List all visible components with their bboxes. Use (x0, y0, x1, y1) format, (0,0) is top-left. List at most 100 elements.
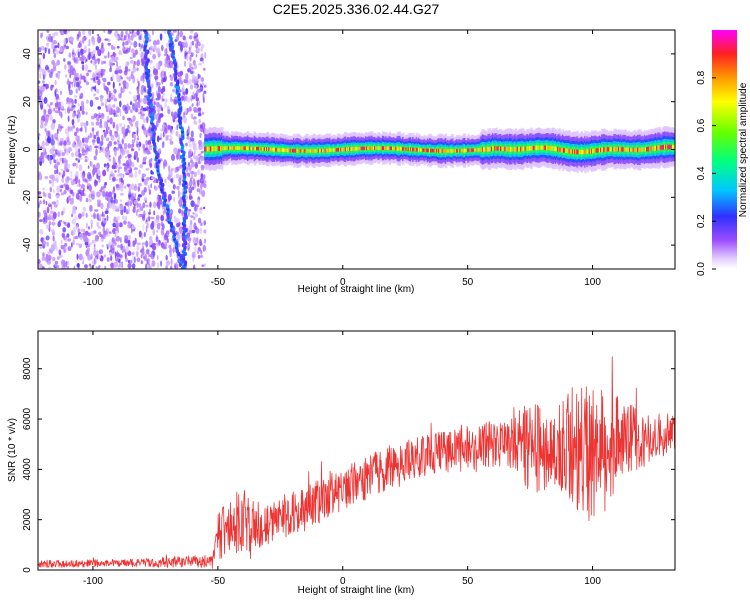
noise-cell (61, 232, 65, 238)
noise-cell (74, 150, 79, 158)
noise-cell (84, 230, 89, 236)
noise-cell (96, 136, 101, 144)
noise-cell (110, 97, 114, 100)
noise-cell (191, 251, 196, 258)
x-tick-label: -100 (83, 277, 103, 288)
noise-cell (42, 187, 46, 191)
noise-cell (149, 73, 152, 78)
noise-cell (143, 129, 148, 135)
noise-cell (145, 134, 148, 138)
noise-cell (165, 42, 169, 48)
signal-cell (291, 149, 295, 153)
noise-cell (161, 206, 165, 210)
noise-cell (87, 226, 91, 230)
noise-cell (90, 231, 94, 236)
noise-cell (72, 162, 77, 167)
signal-cell (472, 148, 476, 152)
colorbar-tick-label: 0.0 (696, 262, 707, 276)
noise-cell (71, 99, 75, 107)
noise-cell (115, 183, 120, 189)
noise-cell (138, 141, 142, 148)
noise-cell (154, 75, 159, 80)
noise-cell (77, 117, 80, 123)
noise-cell (76, 253, 79, 260)
noise-cell (153, 210, 156, 216)
noise-cell (109, 67, 112, 73)
noise-cell (46, 30, 50, 33)
noise-cell (123, 245, 126, 249)
noise-cell (47, 108, 52, 115)
noise-cell (116, 61, 119, 68)
trace-cell (144, 71, 148, 76)
noise-cell (59, 111, 62, 117)
noise-cell (144, 150, 147, 155)
noise-cell (55, 49, 59, 55)
noise-cell (75, 235, 79, 240)
noise-cell (68, 147, 73, 152)
noise-cell (124, 41, 129, 46)
noise-cell (92, 131, 95, 139)
noise-cell (113, 261, 117, 268)
noise-cell (125, 258, 128, 263)
noise-cell (98, 249, 104, 255)
trace-cell (176, 86, 181, 91)
trace-cell (184, 234, 188, 239)
noise-cell (66, 142, 70, 146)
noise-cell (76, 114, 79, 119)
noise-cell (165, 98, 168, 103)
noise-cell (44, 47, 47, 54)
noise-cell (53, 53, 57, 59)
noise-cell (132, 115, 136, 122)
noise-cell (114, 148, 117, 157)
noise-cell (48, 266, 52, 269)
noise-cell (51, 134, 54, 141)
noise-cell (40, 124, 43, 129)
noise-cell (106, 130, 109, 135)
noise-cell (38, 85, 42, 90)
noise-cell (161, 44, 164, 52)
noise-cell (144, 85, 147, 94)
noise-cell (86, 99, 89, 104)
noise-cell (144, 253, 148, 261)
noise-cell (115, 106, 119, 109)
noise-cell (63, 158, 67, 162)
noise-cell (149, 45, 154, 52)
noise-cell (191, 137, 195, 142)
noise-cell (68, 89, 73, 96)
noise-cell (187, 247, 190, 252)
noise-cell (151, 176, 156, 180)
noise-cell (81, 147, 85, 154)
noise-cell (156, 229, 159, 233)
noise-cell (127, 259, 130, 264)
noise-cell (59, 189, 63, 192)
noise-cell (125, 82, 129, 90)
noise-cell (89, 204, 93, 212)
noise-cell (106, 168, 109, 172)
noise-cell (71, 197, 75, 203)
noise-cell (61, 177, 65, 183)
noise-cell (192, 178, 196, 186)
noise-cell (137, 104, 141, 108)
noise-cell (161, 87, 164, 94)
noise-cell (85, 179, 87, 182)
noise-cell (145, 204, 149, 207)
noise-cell (198, 89, 202, 93)
noise-cell (48, 221, 52, 226)
noise-cell (119, 222, 123, 228)
noise-cell (199, 227, 202, 235)
noise-cell (97, 266, 100, 269)
noise-cell (193, 121, 198, 125)
noise-cell (190, 215, 194, 218)
noise-cell (38, 191, 42, 195)
noise-cell (162, 223, 165, 231)
trace-cell (168, 30, 172, 33)
noise-cell (61, 168, 63, 172)
noise-cell (94, 145, 99, 149)
noise-cell (204, 51, 207, 59)
noise-cell (71, 119, 75, 126)
noise-cell (92, 168, 96, 176)
noise-cell (119, 193, 124, 196)
noise-cell (111, 44, 114, 51)
noise-cell (128, 76, 132, 82)
noise-cell (146, 116, 149, 124)
